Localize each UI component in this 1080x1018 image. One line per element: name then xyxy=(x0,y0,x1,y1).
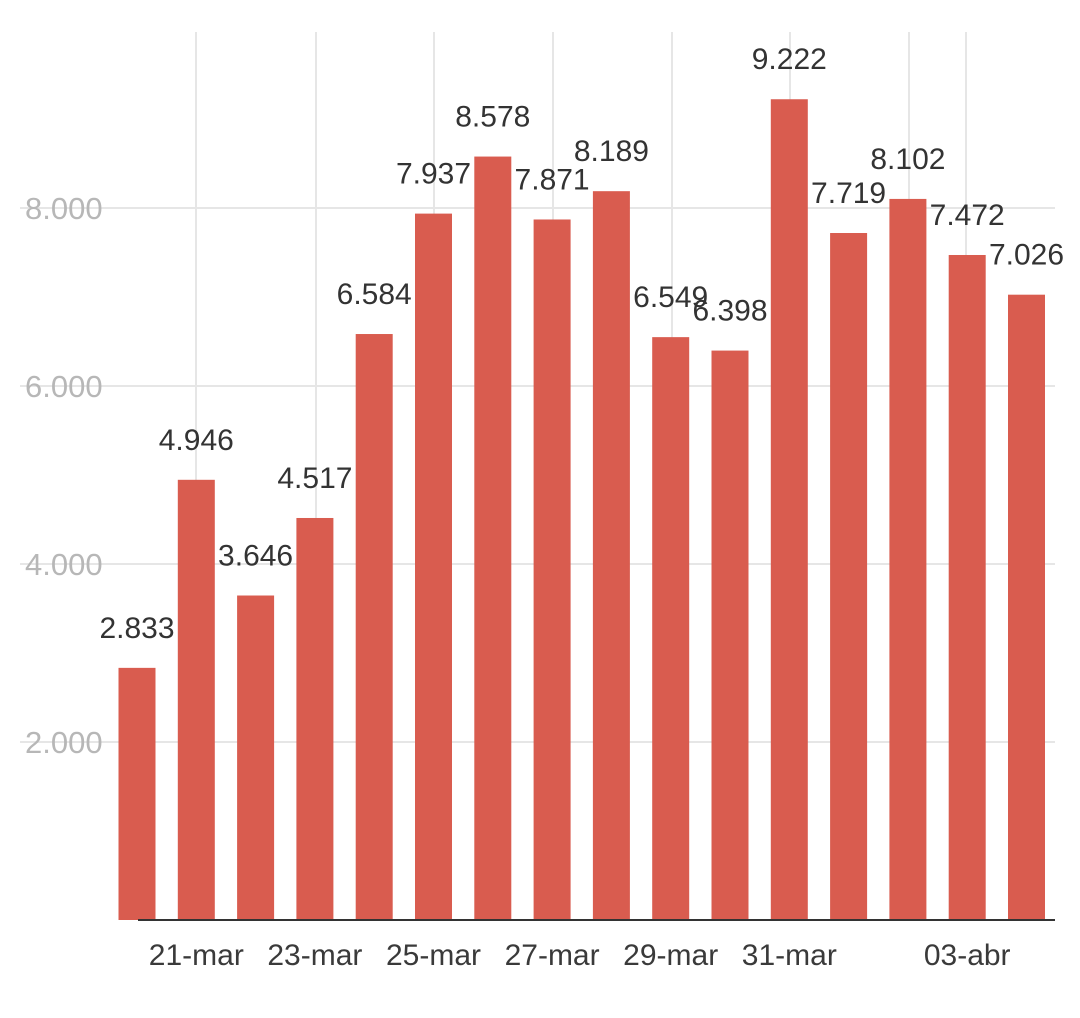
bar xyxy=(948,254,986,920)
data-label: 2.833 xyxy=(99,612,174,645)
bar xyxy=(533,219,571,920)
x-tick-label: 21-mar xyxy=(149,939,244,972)
x-tick-label: 27-mar xyxy=(505,939,600,972)
bar xyxy=(592,191,630,920)
data-label: 4.946 xyxy=(159,424,234,457)
data-label: 4.517 xyxy=(277,462,352,495)
bar xyxy=(355,334,393,920)
bar xyxy=(652,337,690,920)
bar xyxy=(474,156,512,921)
bar xyxy=(770,99,808,920)
bar xyxy=(889,198,927,920)
x-axis-ticks: 21-mar 23-mar 25-mar 27-mar 29-mar 31-mar 03-a… xyxy=(149,939,1011,972)
data-label: 7.472 xyxy=(930,199,1005,232)
data-label: 7.026 xyxy=(989,239,1064,272)
bar xyxy=(296,517,334,920)
data-label: 8.102 xyxy=(870,143,945,176)
x-tick-label: 25-mar xyxy=(386,939,481,972)
data-labels: 2.833 4.946 3.646 4.517 6.584 7.937 8.578 7.871… xyxy=(99,43,1064,645)
bar xyxy=(830,233,868,920)
x-tick-label: 31-mar xyxy=(742,939,837,972)
y-axis-ticks: 2.000 4.000 6.000 8.000 xyxy=(25,191,103,760)
data-label: 9.222 xyxy=(752,43,827,76)
data-label: 7.937 xyxy=(396,158,471,191)
data-label: 6.549 xyxy=(633,281,708,314)
data-label: 7.871 xyxy=(515,163,590,196)
x-tick-label: 23-mar xyxy=(267,939,362,972)
data-label: 6.584 xyxy=(337,278,412,311)
bars xyxy=(118,99,1045,921)
bar xyxy=(177,479,215,920)
bar xyxy=(1008,294,1045,920)
data-label: 7.719 xyxy=(811,177,886,210)
bar xyxy=(237,595,275,920)
bar xyxy=(118,667,156,920)
y-tick-label: 8.000 xyxy=(25,191,103,226)
data-label: 8.189 xyxy=(574,135,649,168)
data-label: 3.646 xyxy=(218,540,293,573)
y-tick-label: 4.000 xyxy=(25,547,103,582)
data-label: 6.398 xyxy=(692,295,767,328)
x-tick-label: 03-abr xyxy=(924,939,1011,972)
bar xyxy=(711,350,749,920)
x-tick-label: 29-mar xyxy=(623,939,718,972)
data-label: 8.578 xyxy=(455,101,530,134)
bar xyxy=(415,213,452,920)
y-tick-label: 2.000 xyxy=(25,725,103,760)
y-tick-label: 6.000 xyxy=(25,369,103,404)
